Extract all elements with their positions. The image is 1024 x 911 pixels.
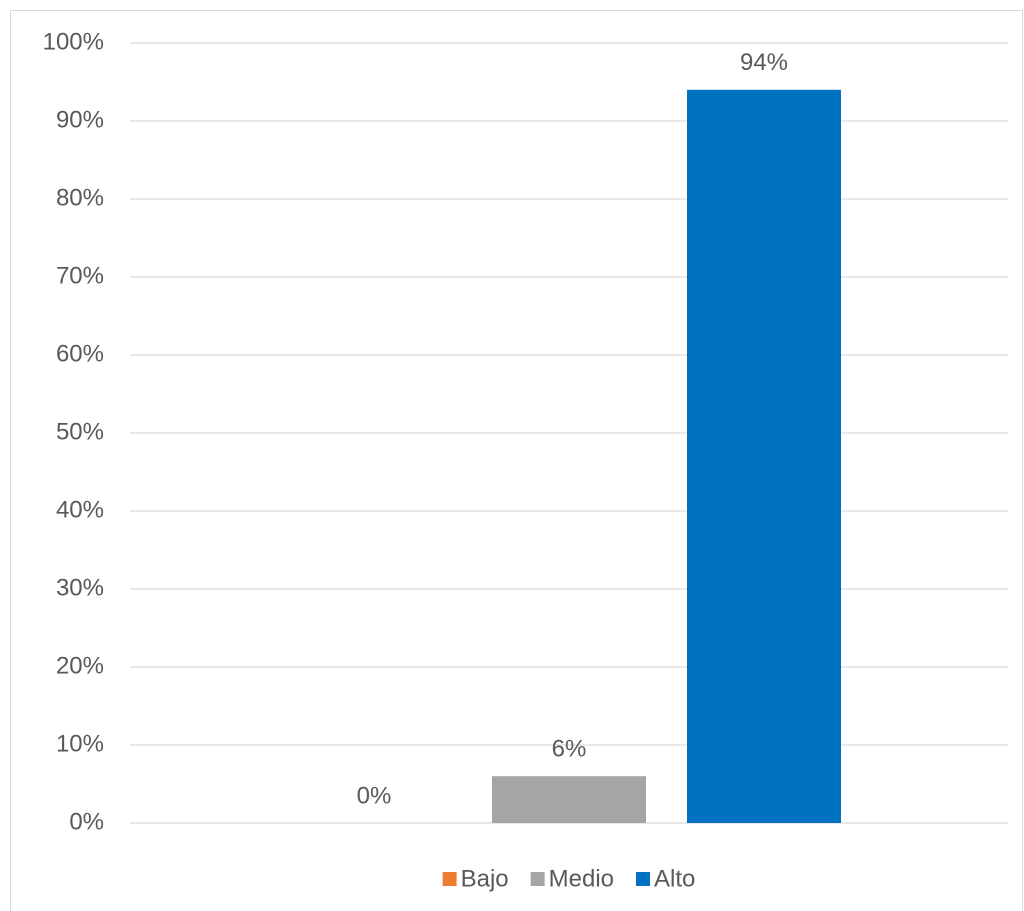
legend-swatch <box>442 872 457 886</box>
y-tick-label: 0% <box>69 808 104 835</box>
y-tick-label: 60% <box>56 340 104 367</box>
legend-swatch <box>636 872 651 886</box>
y-tick-label: 80% <box>56 184 104 211</box>
bar <box>687 89 841 824</box>
data-label: 6% <box>552 736 587 763</box>
legend-label: Alto <box>654 865 695 892</box>
y-tick-label: 90% <box>56 106 104 133</box>
data-label: 0% <box>357 782 392 809</box>
y-tick-label: 70% <box>56 262 104 289</box>
chart-border <box>10 10 1023 911</box>
y-tick-label: 20% <box>56 652 104 679</box>
y-tick-label: 30% <box>56 574 104 601</box>
y-tick-label: 100% <box>43 28 104 55</box>
y-tick-label: 40% <box>56 496 104 523</box>
data-label: 94% <box>740 49 788 76</box>
legend-label: Medio <box>549 865 614 892</box>
bar <box>492 776 646 823</box>
legend-label: Bajo <box>461 865 509 892</box>
legend: Bajo Medio Alto <box>442 865 695 892</box>
y-tick-label: 10% <box>56 730 104 757</box>
y-tick-label: 50% <box>56 418 104 445</box>
legend-swatch <box>530 872 545 886</box>
